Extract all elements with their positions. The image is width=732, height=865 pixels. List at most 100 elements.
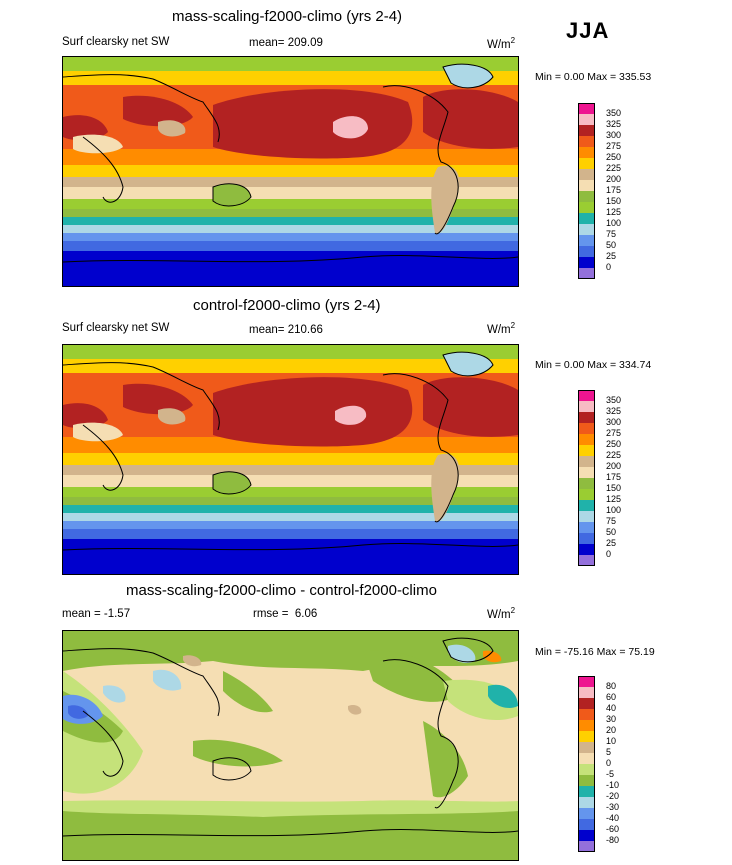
panel2-title: control-f2000-climo (yrs 2-4) xyxy=(193,297,381,314)
panel1-swatch-1 xyxy=(578,114,595,125)
panel3-swatch-12 xyxy=(578,808,595,819)
panel2-tick-label: 175 xyxy=(606,472,622,482)
panel1-minmax: Min = 0.00 Max = 335.53 xyxy=(535,71,652,83)
panel3-mean: mean = -1.57 xyxy=(62,608,131,620)
panel1-swatch-0 xyxy=(578,103,595,114)
panel1-units: W/m2 xyxy=(487,36,516,51)
panel2-tick-label: 250 xyxy=(606,439,622,449)
panel2-swatch-6 xyxy=(578,456,595,467)
panel1-swatch-12 xyxy=(578,235,595,246)
panel1-swatch-9 xyxy=(578,202,595,213)
panel2-tick-label: 125 xyxy=(606,494,622,504)
panel3-tick-label: -20 xyxy=(606,791,620,801)
panel2-swatch-3 xyxy=(578,423,595,434)
panel3-swatch-0 xyxy=(578,676,595,687)
panel2-tick-label: 150 xyxy=(606,483,622,493)
panel2-swatch-1 xyxy=(578,401,595,412)
panel2-tick-label: 100 xyxy=(606,505,622,515)
panel2-tick-label: 0 xyxy=(606,549,612,559)
panel3-tick-label: -60 xyxy=(606,824,620,834)
panel1-swatch-14 xyxy=(578,257,595,268)
panel2-tick-label: 300 xyxy=(606,417,622,427)
panel3-map xyxy=(62,630,519,861)
panel3-tick-label: 5 xyxy=(606,747,612,757)
panel2-variable-label: Surf clearsky net SW xyxy=(62,322,170,334)
panel3-rmse: rmse = 6.06 xyxy=(253,608,318,620)
panel2-tick-label: 75 xyxy=(606,516,617,526)
panel1-tick-label: 300 xyxy=(606,130,622,140)
panel3-swatch-14 xyxy=(578,830,595,841)
panel2-tick-label: 50 xyxy=(606,527,617,537)
panel3-swatch-9 xyxy=(578,775,595,786)
panel2-tick-label: 325 xyxy=(606,406,622,416)
panel2-tick-label: 200 xyxy=(606,461,622,471)
panel3-units: W/m2 xyxy=(487,606,516,621)
panel3-tick-label: -80 xyxy=(606,835,620,845)
panel3-swatch-10 xyxy=(578,786,595,797)
panel1-tick-label: 325 xyxy=(606,119,622,129)
panel2-swatch-0 xyxy=(578,390,595,401)
panel2-minmax: Min = 0.00 Max = 334.74 xyxy=(535,359,652,371)
panel3-tick-label: 0 xyxy=(606,758,612,768)
panel2-swatch-13 xyxy=(578,533,595,544)
panel2-swatch-2 xyxy=(578,412,595,423)
panel3-tick-label: -30 xyxy=(606,802,620,812)
panel1-swatch-7 xyxy=(578,180,595,191)
panel2-swatch-14 xyxy=(578,544,595,555)
panel3-tick-label: 10 xyxy=(606,736,617,746)
panel1-tick-label: 225 xyxy=(606,163,622,173)
panel2-tick-label: 25 xyxy=(606,538,617,548)
panel3-swatch-7 xyxy=(578,753,595,764)
panel2-swatch-8 xyxy=(578,478,595,489)
panel1-tick-label: 250 xyxy=(606,152,622,162)
panel1-swatch-8 xyxy=(578,191,595,202)
panel1-tick-label: 25 xyxy=(606,251,617,261)
panel1-title: mass-scaling-f2000-climo (yrs 2-4) xyxy=(172,8,403,25)
panel2-swatch-4 xyxy=(578,434,595,445)
panel1-swatch-10 xyxy=(578,213,595,224)
panel2-units: W/m2 xyxy=(487,321,516,336)
panel2-swatch-5 xyxy=(578,445,595,456)
panel3-tick-label: 60 xyxy=(606,692,617,702)
panel3-tick-label: -10 xyxy=(606,780,620,790)
panel3-swatch-2 xyxy=(578,698,595,709)
panel1-swatch-3 xyxy=(578,136,595,147)
panel1-variable-label: Surf clearsky net SW xyxy=(62,36,170,48)
panel1-tick-label: 0 xyxy=(606,262,612,272)
panel1-tick-label: 50 xyxy=(606,240,617,250)
panel3-swatch-13 xyxy=(578,819,595,830)
panel2-swatch-9 xyxy=(578,489,595,500)
panel1-swatch-6 xyxy=(578,169,595,180)
panel1-map xyxy=(62,56,519,287)
panel3-swatch-8 xyxy=(578,764,595,775)
panel3-tick-label: 20 xyxy=(606,725,617,735)
panel3-tick-label: 80 xyxy=(606,681,617,691)
panel3-swatch-6 xyxy=(578,742,595,753)
panel1-tick-label: 150 xyxy=(606,196,622,206)
panel1-tick-label: 175 xyxy=(606,185,622,195)
season-label: JJA xyxy=(566,18,610,43)
panel1-mean: mean= 209.09 xyxy=(249,37,323,49)
panel3-tick-label: -40 xyxy=(606,813,620,823)
panel2-swatch-15 xyxy=(578,555,595,566)
panel1-tick-label: 350 xyxy=(606,108,622,118)
panel2-map xyxy=(62,344,519,575)
panel2-swatch-11 xyxy=(578,511,595,522)
panel3-swatch-1 xyxy=(578,687,595,698)
panel1-swatch-2 xyxy=(578,125,595,136)
panel1-swatch-5 xyxy=(578,158,595,169)
panel1-tick-label: 75 xyxy=(606,229,617,239)
panel2-tick-label: 225 xyxy=(606,450,622,460)
panel3-swatch-15 xyxy=(578,841,595,852)
panel2-tick-label: 275 xyxy=(606,428,622,438)
panel1-swatch-4 xyxy=(578,147,595,158)
panel2-swatch-7 xyxy=(578,467,595,478)
panel1-tick-label: 200 xyxy=(606,174,622,184)
panel1-swatch-13 xyxy=(578,246,595,257)
panel3-minmax: Min = -75.16 Max = 75.19 xyxy=(535,646,655,658)
panel3-title: mass-scaling-f2000-climo - control-f2000… xyxy=(126,582,437,599)
panel2-swatch-12 xyxy=(578,522,595,533)
panel1-tick-label: 100 xyxy=(606,218,622,228)
panel3-swatch-3 xyxy=(578,709,595,720)
panel1-swatch-11 xyxy=(578,224,595,235)
